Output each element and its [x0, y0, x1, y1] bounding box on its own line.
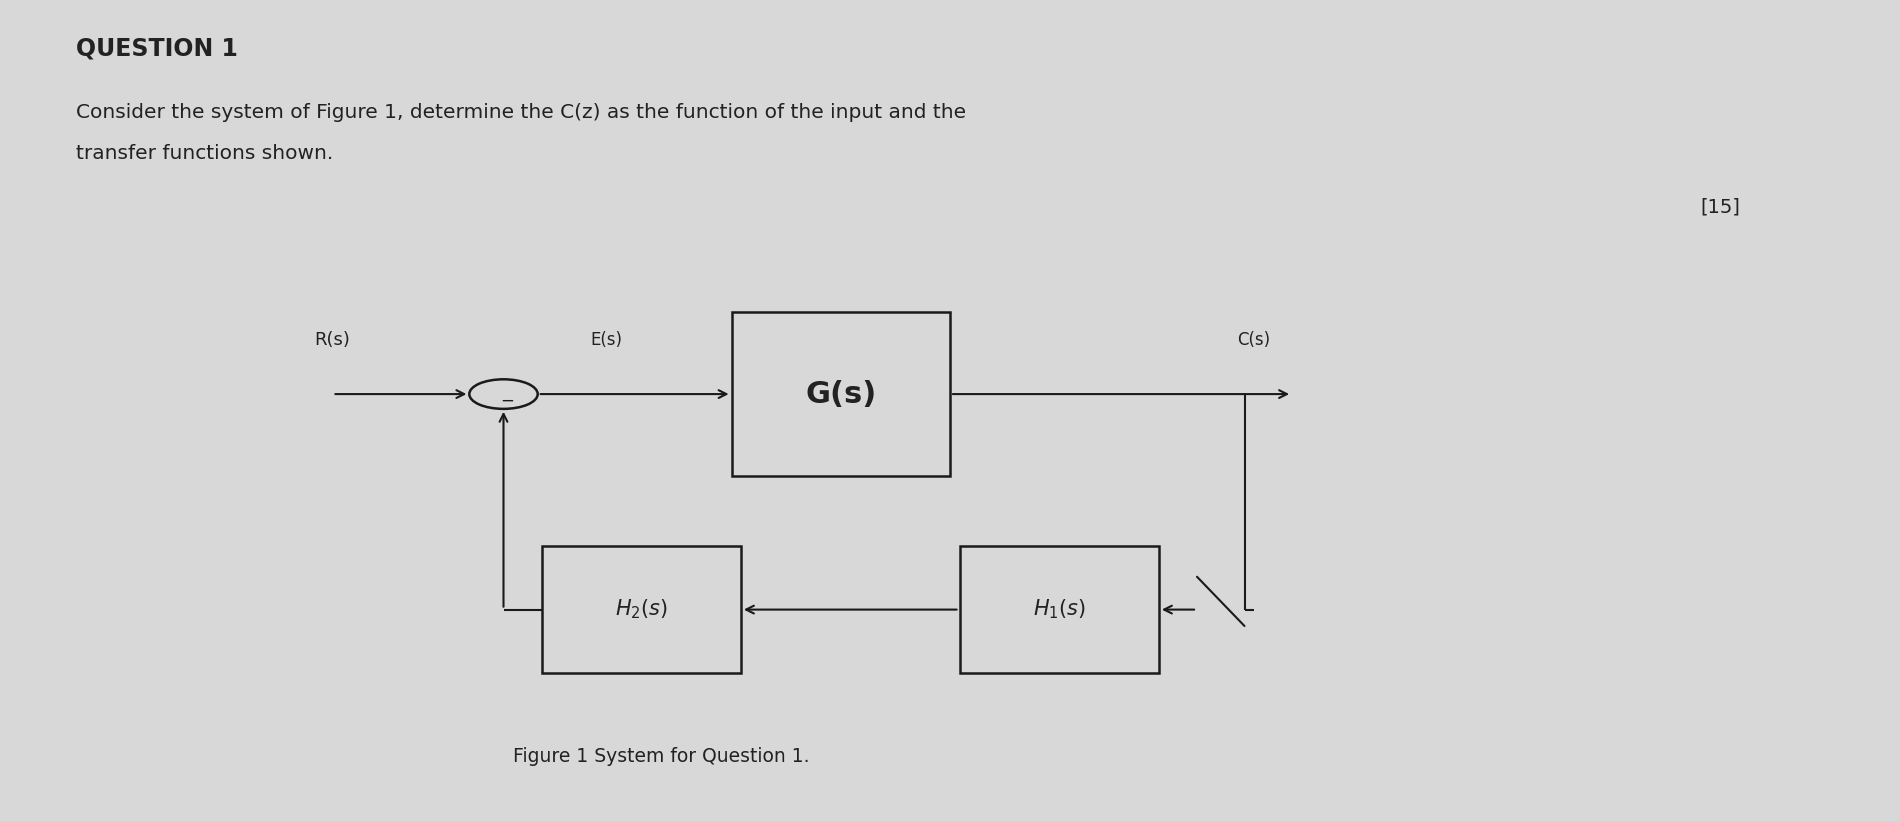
- Text: transfer functions shown.: transfer functions shown.: [76, 144, 332, 163]
- Bar: [732, 312, 950, 476]
- Text: $H_1(s)$: $H_1(s)$: [1034, 598, 1085, 621]
- Text: E(s): E(s): [591, 331, 621, 349]
- Text: Consider the system of Figure 1, determine the C(z) as the function of the input: Consider the system of Figure 1, determi…: [76, 103, 965, 122]
- Text: [15]: [15]: [1700, 197, 1740, 216]
- Text: Figure 1 System for Question 1.: Figure 1 System for Question 1.: [513, 747, 809, 766]
- Bar: [542, 546, 741, 673]
- Text: G(s): G(s): [806, 379, 876, 409]
- Text: R(s): R(s): [315, 331, 350, 349]
- Text: QUESTION 1: QUESTION 1: [76, 37, 237, 61]
- Bar: [960, 546, 1159, 673]
- Text: $H_2(s)$: $H_2(s)$: [616, 598, 667, 621]
- Text: C(s): C(s): [1237, 331, 1271, 349]
- Text: −: −: [500, 392, 515, 410]
